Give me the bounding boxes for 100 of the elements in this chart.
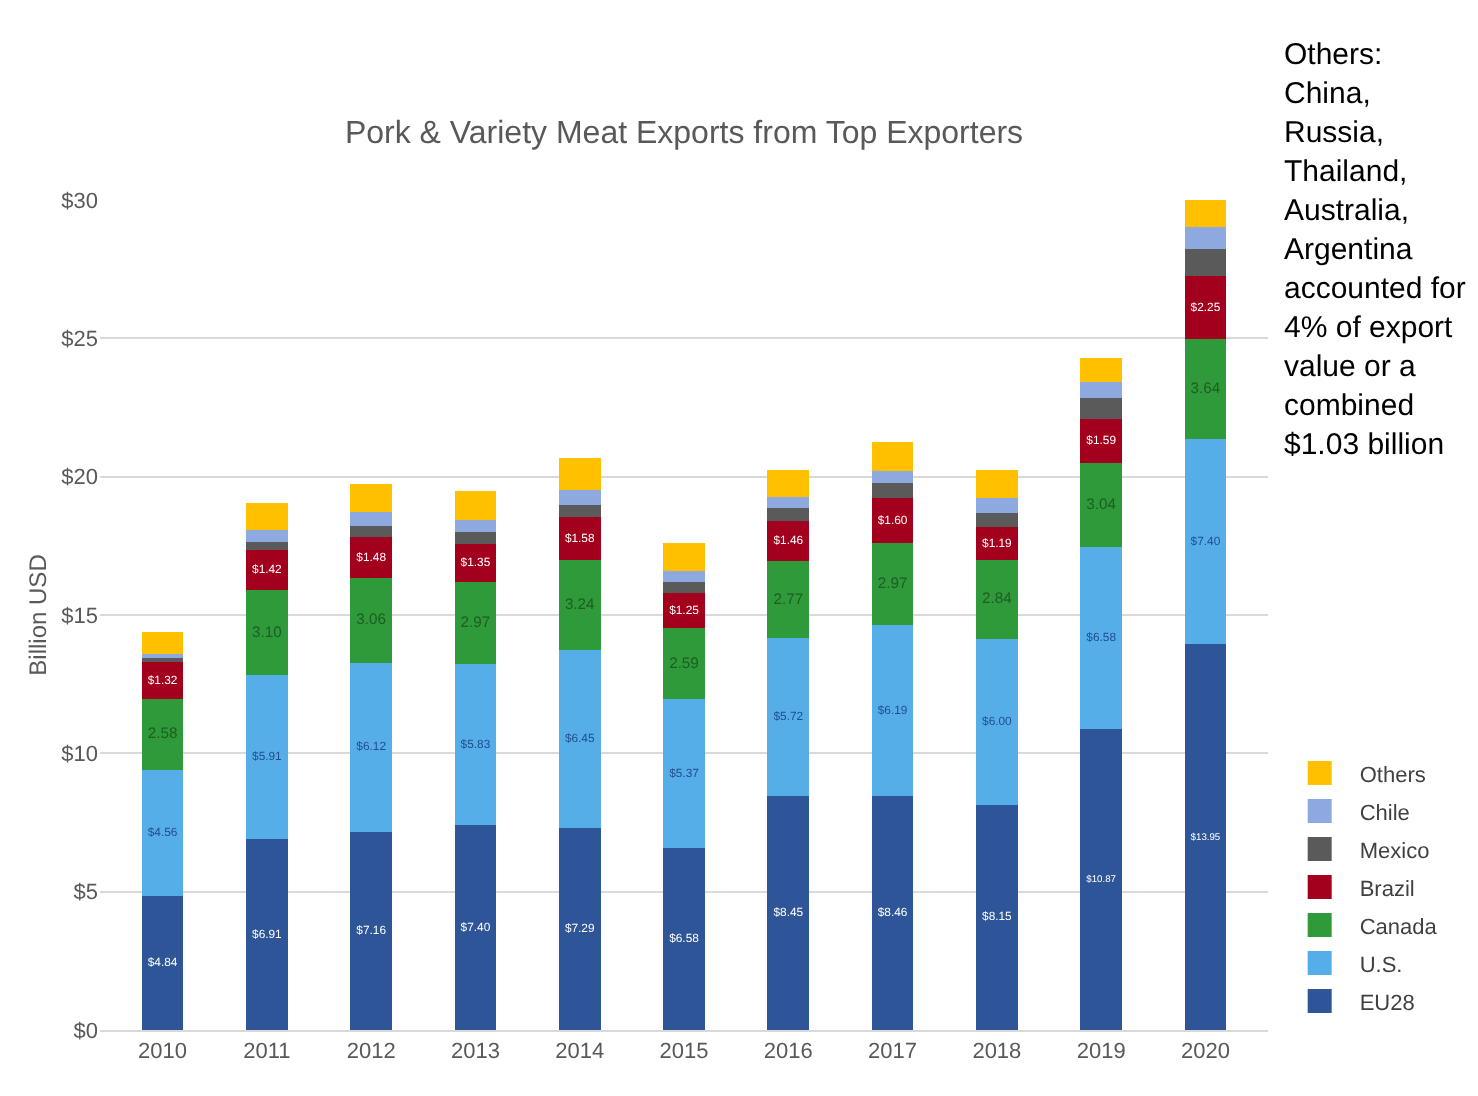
bar xyxy=(246,550,288,590)
bar xyxy=(976,638,1018,805)
bar xyxy=(767,508,810,521)
bar xyxy=(663,699,705,848)
bar xyxy=(454,825,497,1030)
bar xyxy=(246,675,288,839)
bar xyxy=(141,631,184,654)
y-tick-label: $30 xyxy=(61,189,98,214)
bar xyxy=(1080,463,1122,548)
data-label: 3.06 xyxy=(356,610,386,629)
bar xyxy=(558,458,601,491)
y-tick-label: $15 xyxy=(61,604,98,629)
legend-label: Chile xyxy=(1359,801,1410,826)
bar xyxy=(767,561,810,638)
bar xyxy=(663,593,705,628)
legend-label: U.S. xyxy=(1359,953,1403,978)
bar xyxy=(454,581,497,664)
bar xyxy=(976,513,1018,528)
x-tick-label: 2014 xyxy=(555,1040,605,1065)
legend-label: Brazil xyxy=(1359,877,1415,902)
bar xyxy=(1184,248,1227,277)
bar xyxy=(558,490,601,506)
x-tick-label: 2012 xyxy=(346,1040,396,1065)
bar xyxy=(976,497,1018,514)
bar xyxy=(976,527,1018,560)
bar xyxy=(246,503,288,530)
bar xyxy=(1184,226,1227,249)
data-label: 2.84 xyxy=(982,589,1014,608)
text: Others: China, Russia, Thailand, Australia, Argentina accounted for 4% of export value or a combined $1.03 billion xyxy=(1284,38,1466,462)
bar xyxy=(141,769,184,897)
bar xyxy=(663,582,705,594)
legend-label: Others xyxy=(1359,763,1427,788)
bar xyxy=(871,483,914,499)
bar xyxy=(663,847,705,1030)
bar xyxy=(1184,338,1227,440)
x-tick-label: 2018 xyxy=(972,1040,1022,1065)
bar xyxy=(454,663,497,826)
bar xyxy=(663,543,705,572)
data-label: 2.59 xyxy=(669,653,699,672)
bar xyxy=(350,536,392,578)
bar xyxy=(454,519,497,532)
legend-label: EU28 xyxy=(1359,991,1415,1016)
bar xyxy=(767,497,810,509)
y-tick-label: $10 xyxy=(61,743,98,768)
bar xyxy=(1080,419,1122,464)
bar xyxy=(871,470,914,484)
data-label: 2.58 xyxy=(147,724,178,743)
x-tick-label: 2017 xyxy=(868,1040,918,1065)
bar xyxy=(454,490,497,520)
data-label: 3.04 xyxy=(1086,495,1118,514)
data-label: 3.64 xyxy=(1190,379,1222,398)
x-tick-label: 2013 xyxy=(450,1040,500,1065)
bar xyxy=(871,441,914,471)
bar xyxy=(558,516,601,561)
bar xyxy=(350,484,392,513)
bar xyxy=(767,637,810,797)
bar xyxy=(871,542,914,625)
bar xyxy=(141,896,184,1030)
bar xyxy=(246,589,288,676)
bar xyxy=(663,627,705,700)
bar xyxy=(141,662,184,699)
bar xyxy=(1184,439,1227,645)
bar xyxy=(246,529,288,542)
bar xyxy=(350,831,392,1030)
bar xyxy=(246,838,288,1030)
bar xyxy=(767,796,810,1030)
bar xyxy=(1184,200,1227,227)
data-label: 3.24 xyxy=(564,595,597,614)
x-tick-label: 2010 xyxy=(138,1040,188,1065)
bar xyxy=(454,532,497,545)
x-tick-label: 2011 xyxy=(243,1040,291,1065)
bar xyxy=(558,828,601,1030)
data-label: 2.97 xyxy=(460,613,491,632)
bar xyxy=(1080,398,1122,420)
bar xyxy=(454,544,497,582)
bar xyxy=(1080,358,1122,382)
y-axis-title: Billion USD xyxy=(23,553,52,676)
bar xyxy=(350,577,392,663)
y-tick-label: $20 xyxy=(61,466,98,491)
x-tick-label: 2020 xyxy=(1180,1040,1230,1065)
data-label: 3.10 xyxy=(252,622,282,641)
y-tick-label: $25 xyxy=(61,328,98,353)
bar xyxy=(1080,381,1122,399)
legend-label: Canada xyxy=(1359,915,1439,940)
x-tick-label: 2019 xyxy=(1076,1040,1126,1065)
data-label: 2.77 xyxy=(773,589,804,608)
bar xyxy=(1184,644,1227,1030)
bar xyxy=(1080,547,1122,730)
bar xyxy=(558,649,601,829)
bar xyxy=(246,541,288,551)
bar xyxy=(871,624,914,796)
bar xyxy=(976,559,1018,639)
y-tick-label: $0 xyxy=(73,1019,98,1044)
y-tick-label: $5 xyxy=(73,881,98,906)
bar xyxy=(350,512,392,526)
bar xyxy=(871,498,914,543)
bar xyxy=(141,698,184,770)
data-label: 2.97 xyxy=(877,573,908,592)
bar xyxy=(767,469,810,498)
bar xyxy=(976,804,1018,1030)
